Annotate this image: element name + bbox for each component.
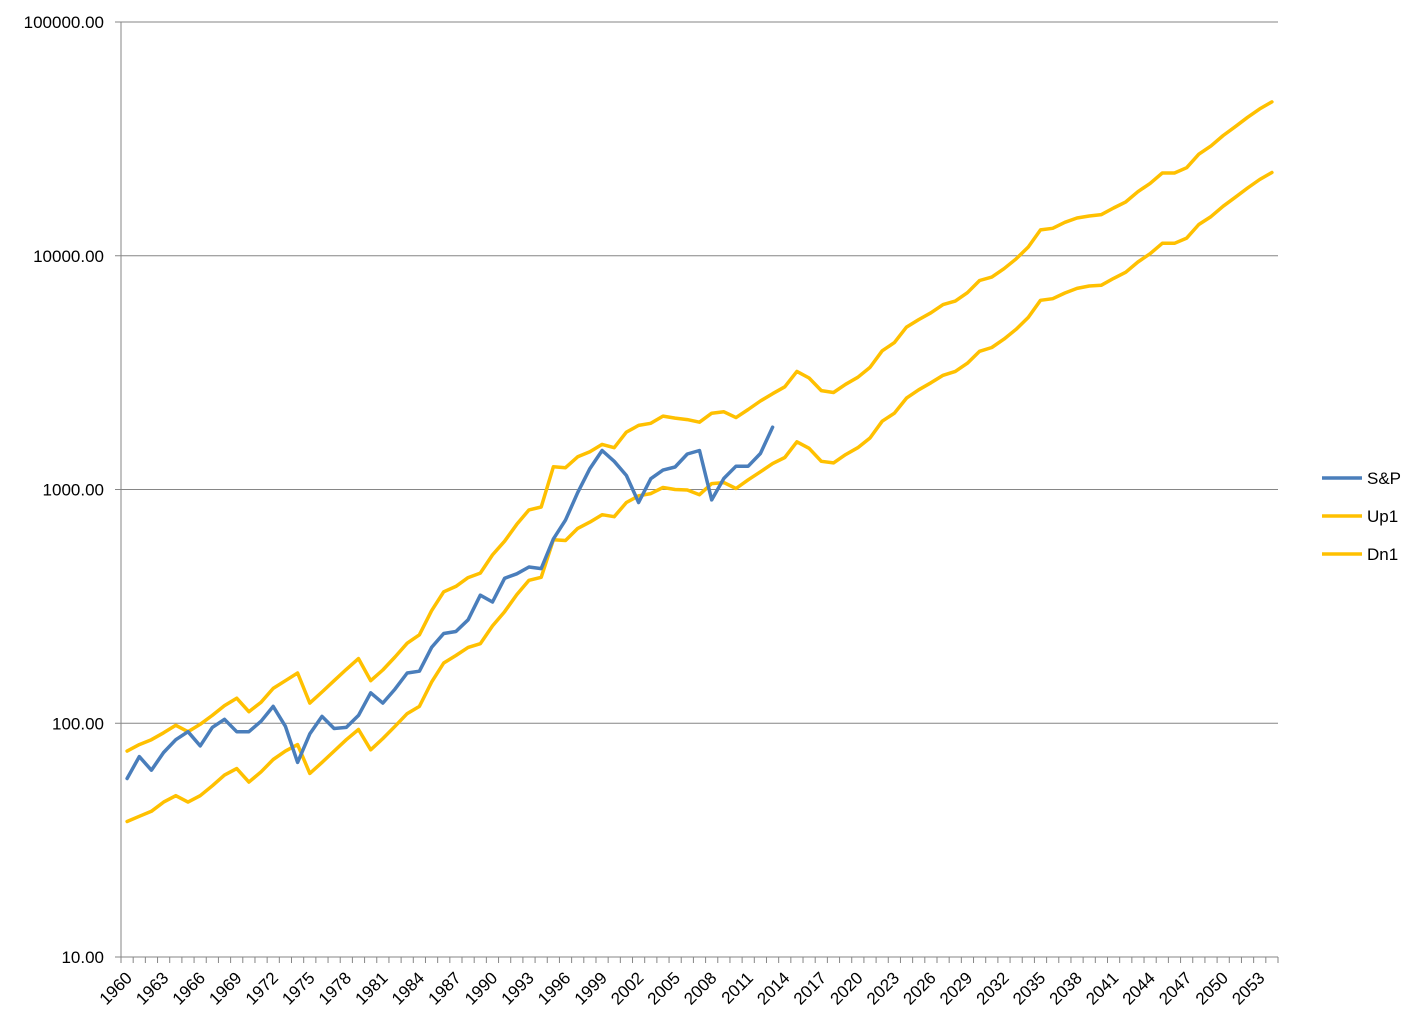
x-tick-label-13: 1999 bbox=[571, 968, 611, 1008]
x-tick-label-27: 2041 bbox=[1082, 968, 1122, 1008]
y-tick-label-4: 100000.00 bbox=[24, 13, 104, 32]
series-line-s-p bbox=[125, 425, 775, 781]
x-tick-label-18: 2014 bbox=[753, 968, 793, 1008]
x-tick-label-10: 1990 bbox=[461, 968, 501, 1008]
x-tick-label-19: 2017 bbox=[790, 968, 830, 1008]
x-tick-label-7: 1981 bbox=[351, 968, 391, 1008]
series-lines bbox=[125, 100, 1274, 824]
x-tick-label-5: 1975 bbox=[278, 968, 318, 1008]
x-tick-label-2: 1966 bbox=[169, 968, 209, 1008]
x-tick-label-20: 2020 bbox=[826, 968, 866, 1008]
y-tick-label-2: 1000.00 bbox=[43, 481, 104, 500]
x-axis-tick-labels: 1960196319661969197219751978198119841987… bbox=[96, 968, 1269, 1008]
x-tick-label-17: 2011 bbox=[718, 968, 757, 1007]
x-tick-label-11: 1993 bbox=[498, 968, 538, 1008]
series-line-dn1 bbox=[125, 170, 1274, 824]
y-axis-tick-labels: 10.00 100.00 1000.00 10000.00 100000.00 bbox=[24, 13, 104, 967]
gridlines bbox=[121, 21, 1278, 724]
x-tick-label-4: 1972 bbox=[242, 968, 282, 1008]
x-tick-label-24: 2032 bbox=[973, 968, 1013, 1008]
y-tick-label-3: 10000.00 bbox=[33, 247, 104, 266]
x-tick-label-29: 2047 bbox=[1155, 968, 1195, 1008]
y-tick-label-0: 10.00 bbox=[61, 948, 104, 967]
x-tick-label-3: 1969 bbox=[205, 968, 245, 1008]
legend-label-s-p: S&P bbox=[1367, 469, 1401, 488]
legend: S&P Up1 Dn1 bbox=[1322, 469, 1401, 564]
x-tick-label-8: 1984 bbox=[388, 968, 428, 1008]
x-tick-label-31: 2053 bbox=[1228, 968, 1268, 1008]
x-tick-label-23: 2029 bbox=[936, 968, 976, 1008]
x-tick-label-22: 2026 bbox=[900, 968, 940, 1008]
series-line-up1 bbox=[125, 100, 1274, 753]
x-tick-label-30: 2050 bbox=[1192, 968, 1232, 1008]
legend-label-dn1: Dn1 bbox=[1367, 545, 1398, 564]
x-tick-label-25: 2035 bbox=[1009, 968, 1049, 1008]
x-tick-label-21: 2023 bbox=[863, 968, 903, 1008]
x-tick-label-9: 1987 bbox=[425, 968, 465, 1008]
x-tick-label-28: 2044 bbox=[1119, 968, 1159, 1008]
x-tick-label-1: 1963 bbox=[132, 968, 172, 1008]
axes bbox=[115, 21, 1279, 963]
x-tick-label-6: 1978 bbox=[315, 968, 355, 1008]
x-tick-label-14: 2002 bbox=[607, 968, 647, 1008]
x-tick-label-15: 2005 bbox=[644, 968, 684, 1008]
x-tick-label-0: 1960 bbox=[96, 968, 136, 1008]
x-tick-label-12: 1996 bbox=[534, 968, 574, 1008]
x-tick-label-26: 2038 bbox=[1046, 968, 1086, 1008]
y-tick-label-1: 100.00 bbox=[52, 714, 104, 733]
x-tick-label-16: 2008 bbox=[680, 968, 720, 1008]
legend-label-up1: Up1 bbox=[1367, 507, 1398, 526]
